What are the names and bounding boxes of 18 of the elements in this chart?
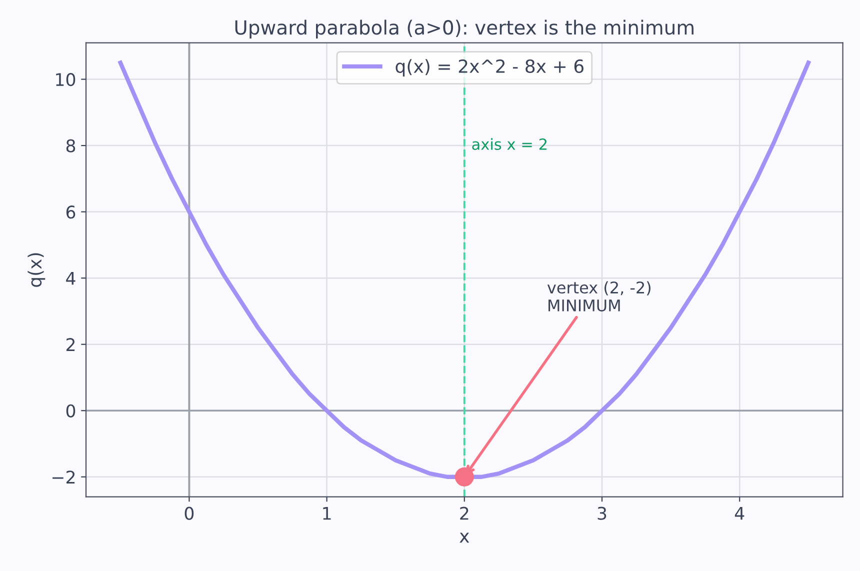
x-tick-label: 4 <box>734 507 744 520</box>
y-tick-label: 10 <box>56 72 76 86</box>
y-tick-label: 8 <box>66 139 76 152</box>
legend-label: q(x) = 2x^2 - 8x + 6 <box>396 59 584 77</box>
y-tick-label: 6 <box>66 206 76 219</box>
x-tick-label: 0 <box>184 506 194 520</box>
x-tick-label: 2 <box>460 506 468 520</box>
y-tick-label: −2 <box>52 470 75 484</box>
y-tick-label: 4 <box>66 272 76 285</box>
y-tick-label: 2 <box>66 338 75 351</box>
x-tick-label: 3 <box>598 506 606 520</box>
ref-line-label: axis x = 2 <box>472 138 546 150</box>
x-tick-label: 1 <box>323 507 331 520</box>
x-axis-title: x <box>460 532 470 543</box>
chart-title: Upward parabola (a>0): vertex is the minimum <box>235 20 694 39</box>
annotation: vertex (2, -2) MINIMUM <box>547 281 650 312</box>
y-tick-label: 0 <box>66 404 76 418</box>
y-axis-title: q(x) <box>28 253 46 287</box>
